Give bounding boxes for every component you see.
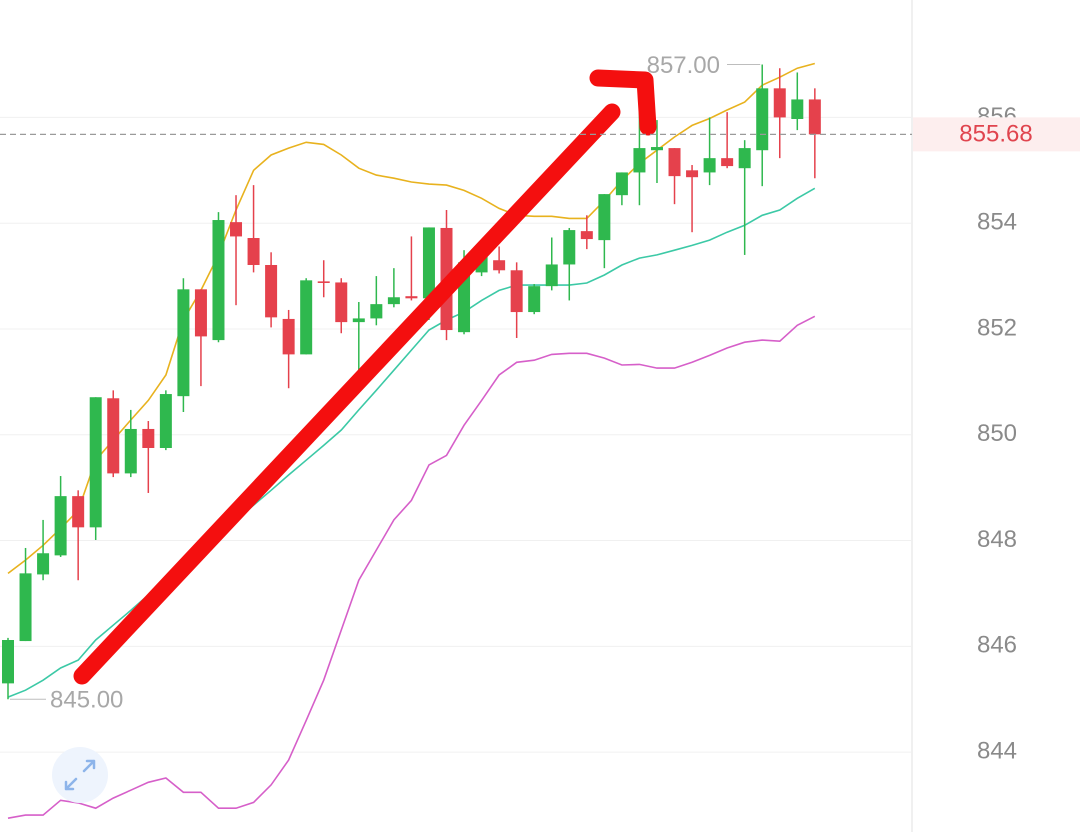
candle-body	[615, 172, 628, 196]
candle-body	[247, 238, 260, 265]
candle-body	[686, 170, 699, 178]
ma-line	[7, 315, 816, 819]
candle-body	[387, 297, 400, 305]
candle-body	[721, 158, 734, 167]
candle-body	[738, 148, 751, 169]
candle-body	[194, 289, 207, 337]
candle-body	[580, 231, 593, 240]
candle-body	[405, 296, 418, 299]
candle-body	[352, 318, 365, 323]
candle-body	[633, 148, 646, 173]
candle-body	[107, 398, 120, 474]
candle-body	[72, 496, 85, 528]
arrow-shaft	[73, 103, 621, 685]
ma-line	[7, 62, 816, 575]
candle-body	[703, 158, 716, 173]
candle-body	[773, 88, 786, 118]
candle-body	[756, 88, 769, 151]
candle-body	[317, 281, 330, 283]
candle-body	[142, 428, 155, 448]
last-price-label: 855.68	[959, 121, 1032, 148]
candle-body	[598, 194, 611, 241]
y-tick-label: 848	[977, 526, 1017, 553]
candle-body	[791, 99, 804, 120]
candle-body	[650, 147, 663, 151]
expand-button[interactable]	[52, 747, 108, 803]
last-price-box	[913, 117, 1080, 152]
candle-body	[563, 230, 576, 265]
candle-body	[230, 222, 243, 237]
candle-body	[335, 282, 348, 323]
candle-body	[545, 264, 558, 287]
y-tick-label: 846	[977, 632, 1017, 659]
candle-body	[212, 220, 225, 341]
plot-layer	[0, 0, 913, 832]
expand-icon	[64, 759, 96, 791]
arrow-head	[589, 69, 657, 136]
candle-body	[282, 318, 295, 355]
candle-body	[89, 397, 102, 528]
y-tick-label: 844	[977, 737, 1017, 764]
candle-body	[808, 99, 821, 135]
candle-body	[265, 264, 278, 318]
y-tick-label: 854	[977, 209, 1017, 236]
candle-body	[510, 270, 523, 313]
candle-body	[668, 148, 681, 177]
high-marker-label: 857.00	[647, 52, 720, 79]
candle-body	[19, 573, 32, 642]
trend-arrow	[73, 69, 657, 685]
y-tick-label: 852	[977, 314, 1017, 341]
candle-body	[493, 260, 506, 271]
expand-bg	[52, 747, 108, 803]
low-marker-label: 845.00	[50, 687, 123, 714]
candle-body	[422, 227, 435, 299]
candle-body	[528, 286, 541, 313]
candle-body	[159, 394, 172, 448]
candle-body	[124, 428, 137, 474]
candle-body	[370, 304, 383, 319]
y-tick-label: 850	[977, 420, 1017, 447]
candle-body	[37, 553, 50, 575]
candle-body	[54, 496, 67, 556]
candle-body	[177, 289, 190, 397]
candle-body	[2, 640, 14, 684]
candle-body	[300, 280, 313, 355]
